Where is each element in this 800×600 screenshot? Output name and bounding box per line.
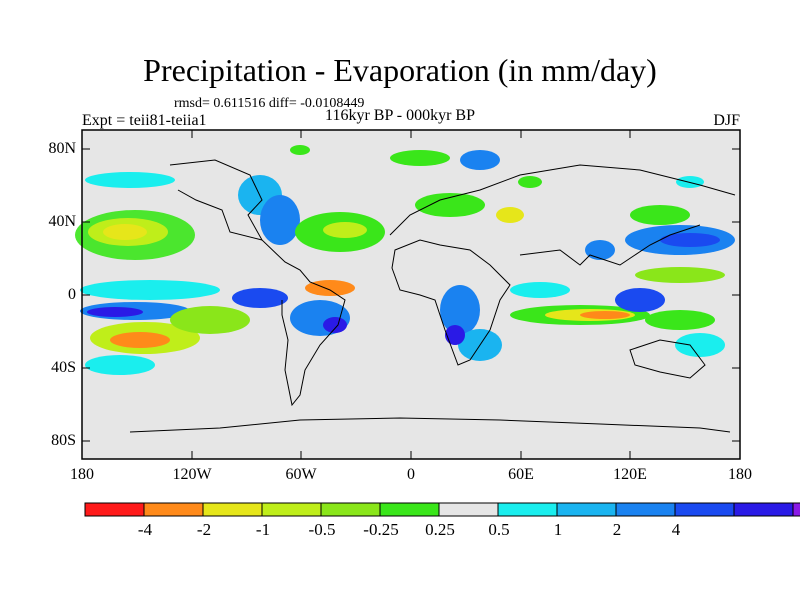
lon-tick-label: 180 xyxy=(70,466,94,483)
colorbar-box xyxy=(674,502,735,517)
experiment-label: Expt = teii81-teiia1 xyxy=(82,112,207,129)
lat-tick-label: 40N xyxy=(48,213,76,230)
colorbar-box xyxy=(792,502,800,517)
lat-tick-label: 80N xyxy=(48,140,76,157)
colorbar-label: 0.25 xyxy=(425,520,455,539)
colorbar-label: 2 xyxy=(612,520,622,539)
colorbar-label: 0.5 xyxy=(488,520,510,539)
colorbar-label: -0.25 xyxy=(363,520,399,539)
colorbar-box xyxy=(202,502,263,517)
colorbar-label: 4 xyxy=(671,520,681,539)
plot-title: Precipitation - Evaporation (in mm/day) xyxy=(143,52,657,88)
colorbar-label: -0.5 xyxy=(308,520,336,539)
colorbar-box xyxy=(615,502,676,517)
lon-tick-label: 60E xyxy=(508,466,534,483)
lat-tick-label: 0 xyxy=(68,286,76,303)
colorbar-box xyxy=(143,502,204,517)
period-label: 116kyr BP - 000kyr BP xyxy=(325,107,475,124)
season-label: DJF xyxy=(713,112,740,129)
rmsd-diff-stats: rmsd= 0.611516 diff= -0.0108449 xyxy=(174,96,365,111)
colorbar-box xyxy=(379,502,440,517)
lat-tick-label: 40S xyxy=(51,359,76,376)
colorbar-box xyxy=(733,502,794,517)
axis-ticks xyxy=(81,130,741,459)
lon-tick-label: 60W xyxy=(285,466,317,483)
colorbar-box xyxy=(320,502,381,517)
lon-tick-label: 120E xyxy=(613,466,647,483)
pe-anomaly-field xyxy=(75,145,735,375)
lon-tick-label: 0 xyxy=(407,466,415,483)
lat-tick-label: 80S xyxy=(51,432,76,449)
colorbar-box xyxy=(497,502,558,517)
colorbar-box xyxy=(438,502,499,517)
colorbar-box xyxy=(556,502,617,517)
colorbar xyxy=(84,502,800,517)
colorbar-box xyxy=(84,502,145,517)
coastlines xyxy=(129,159,736,433)
colorbar-label: -2 xyxy=(196,520,212,539)
colorbar-label: -4 xyxy=(137,520,153,539)
colorbar-label: 1 xyxy=(553,520,563,539)
lon-tick-label: 120W xyxy=(172,466,212,483)
colorbar-box xyxy=(261,502,322,517)
colorbar-label: -1 xyxy=(255,520,271,539)
lon-tick-label: 180 xyxy=(728,466,752,483)
